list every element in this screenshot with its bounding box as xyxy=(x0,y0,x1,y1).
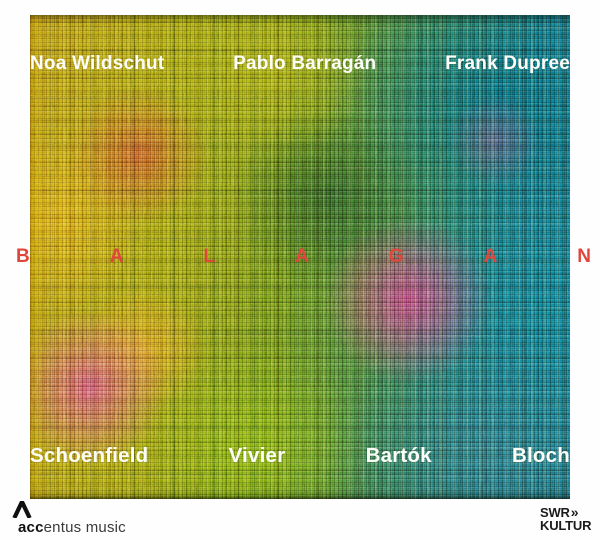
swr-logo-line2: KULTUR xyxy=(540,517,592,533)
composer-names-row: Schoenfield Vivier Bartók Bloch xyxy=(30,445,570,466)
composer-name: Bartók xyxy=(365,444,432,467)
swr-logo-line1: SWR» xyxy=(540,504,591,520)
album-title: B A L A G A N xyxy=(16,247,591,266)
swr-chevrons-icon: » xyxy=(570,504,579,520)
accentus-caret-icon xyxy=(12,501,32,518)
title-letter: L xyxy=(203,246,216,267)
title-letter: A xyxy=(483,246,498,267)
cover-art xyxy=(30,15,570,499)
texture-grain-streaks xyxy=(30,15,570,499)
artist-names-row: Noa Wildschut Pablo Barragán Frank Dupre… xyxy=(30,54,570,73)
title-letter: G xyxy=(388,246,404,267)
composer-name: Schoenfield xyxy=(30,444,149,467)
title-letter: A xyxy=(295,246,309,267)
title-letter: N xyxy=(577,246,591,267)
artist-name: Pablo Barragán xyxy=(233,53,377,74)
accentus-music-logo: accentus music xyxy=(10,501,126,535)
accentus-logo-text: accentus music xyxy=(18,520,126,535)
artist-name: Noa Wildschut xyxy=(30,53,165,74)
swr-logo-swr: SWR xyxy=(540,505,570,520)
title-letter: A xyxy=(109,246,124,267)
accentus-logo-text-rest: entus music xyxy=(43,519,126,536)
artist-name: Frank Dupree xyxy=(445,53,570,74)
accentus-logo-text-bold: acc xyxy=(18,519,44,536)
title-letter: B xyxy=(16,246,30,267)
composer-name: Vivier xyxy=(228,444,286,467)
swr-kultur-logo: SWR» KULTUR xyxy=(540,504,592,533)
composer-name: Bloch xyxy=(512,444,570,467)
